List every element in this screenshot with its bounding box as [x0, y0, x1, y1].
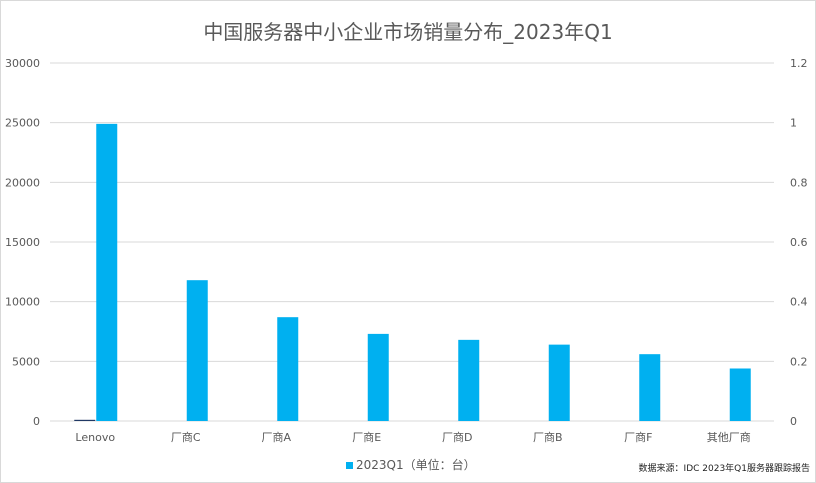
y-tick-label: 5000	[12, 355, 40, 368]
x-tick-label: 厂商E	[352, 430, 381, 444]
y-tick-label: 20000	[5, 176, 40, 189]
x-tick-label: 厂商B	[533, 430, 563, 444]
y2-tick-label: 0.2	[790, 355, 808, 368]
bar	[277, 317, 299, 421]
y2-tick-label: 0.6	[790, 236, 808, 249]
x-tick-label: Lenovo	[75, 431, 115, 444]
y2-tick-label: 1.2	[790, 57, 808, 70]
y2-tick-label: 1	[790, 117, 797, 130]
y-tick-label: 15000	[5, 236, 40, 249]
bar	[729, 368, 751, 421]
chart-title: 中国服务器中小企业市场销量分布_2023年Q1	[203, 20, 613, 44]
bar	[458, 339, 480, 421]
legend-swatch	[346, 462, 353, 469]
bar	[639, 354, 661, 421]
bar	[74, 419, 96, 421]
y-tick-label: 25000	[5, 117, 40, 130]
x-tick-label: 厂商D	[442, 430, 472, 444]
y2-tick-label: 0.8	[790, 176, 808, 189]
x-tick-label: 厂商C	[171, 430, 201, 444]
x-tick-label: 厂商F	[624, 430, 652, 444]
source-note: 数据来源：IDC 2023年Q1服务器跟踪报告	[638, 464, 810, 474]
y-tick-label: 0	[33, 415, 40, 428]
legend: 2023Q1（单位：台）	[346, 456, 476, 473]
bar	[186, 280, 208, 421]
x-tick-label: 其他厂商	[707, 430, 751, 444]
bar	[367, 333, 389, 421]
bar	[548, 344, 570, 421]
x-tick-label: 厂商A	[261, 430, 291, 444]
y2-tick-label: 0	[790, 415, 797, 428]
y2-tick-label: 0.4	[790, 296, 808, 309]
y-tick-label: 10000	[5, 296, 40, 309]
legend-label: 2023Q1（单位：台）	[356, 458, 476, 472]
bar	[96, 123, 118, 422]
y-tick-label: 30000	[5, 57, 40, 70]
